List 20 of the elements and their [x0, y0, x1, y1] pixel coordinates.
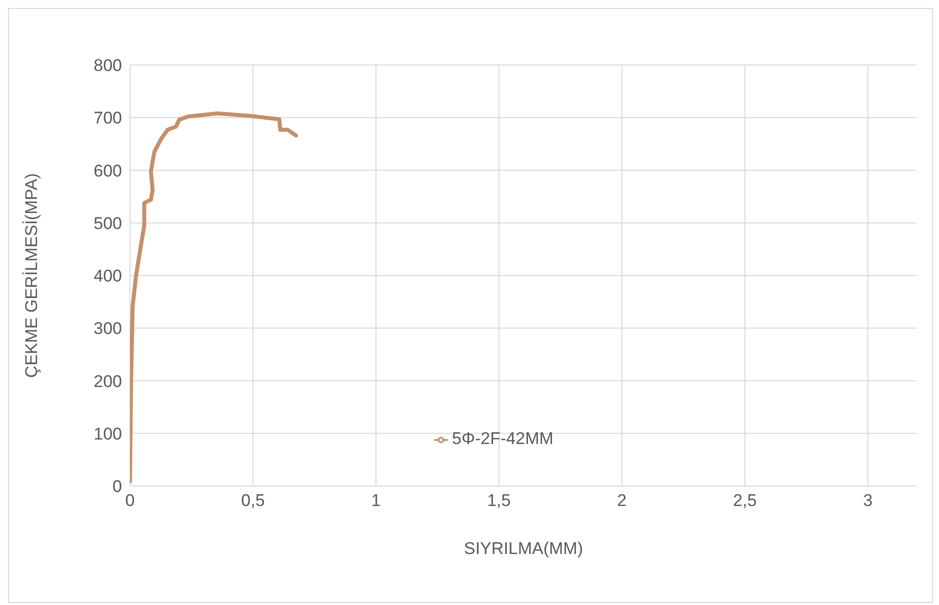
- x-tick-label: 2: [617, 491, 627, 510]
- y-tick-label: 0: [112, 477, 122, 496]
- x-tick-label: 1: [371, 491, 381, 510]
- y-axis-title: ÇEKME GERİLMESİ(MPA): [22, 173, 42, 378]
- y-tick-label: 300: [94, 319, 122, 338]
- line-series: [130, 111, 298, 484]
- x-tick-label: 1,5: [487, 491, 511, 510]
- x-tick-label: 0: [125, 491, 135, 510]
- x-tick-label: 2,5: [733, 491, 757, 510]
- y-tick-label: 400: [94, 266, 122, 286]
- y-tick-label: 100: [94, 424, 122, 444]
- y-tick-label: 200: [94, 372, 122, 391]
- x-axis-title: SIYRILMA(MM): [464, 539, 583, 558]
- legend-label: 5Φ-2F-42MM: [452, 429, 554, 448]
- y-tick-label: 600: [94, 161, 122, 180]
- y-tick-label: 800: [94, 56, 122, 76]
- y-tick-label: 700: [94, 108, 122, 128]
- x-tick-label: 3: [863, 491, 873, 510]
- y-tick-label: 500: [94, 214, 122, 233]
- x-tick-label: 0,5: [241, 491, 265, 510]
